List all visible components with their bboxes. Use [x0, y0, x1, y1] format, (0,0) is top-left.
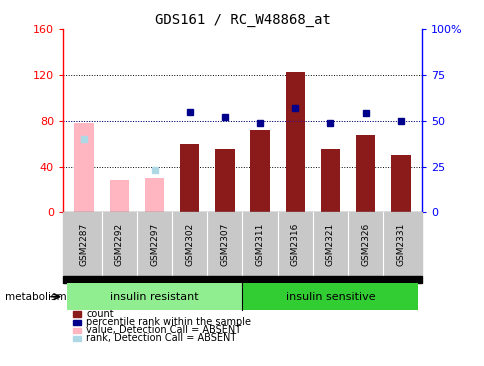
- Bar: [145, 178, 164, 212]
- Bar: [250, 130, 269, 212]
- Bar: [285, 72, 304, 212]
- Text: GSM2326: GSM2326: [361, 223, 369, 266]
- Bar: [320, 149, 339, 212]
- Text: GSM2331: GSM2331: [395, 223, 405, 266]
- Bar: [391, 155, 409, 212]
- Title: GDS161 / RC_W48868_at: GDS161 / RC_W48868_at: [154, 13, 330, 27]
- Text: GSM2292: GSM2292: [115, 223, 123, 266]
- Text: GSM2311: GSM2311: [255, 223, 264, 266]
- Text: count: count: [86, 309, 114, 319]
- Bar: [215, 149, 234, 212]
- Text: GSM2321: GSM2321: [325, 223, 334, 266]
- Text: value, Detection Call = ABSENT: value, Detection Call = ABSENT: [86, 325, 241, 335]
- Text: rank, Detection Call = ABSENT: rank, Detection Call = ABSENT: [86, 333, 236, 343]
- Text: GSM2316: GSM2316: [290, 223, 299, 266]
- Text: insulin sensitive: insulin sensitive: [285, 292, 375, 302]
- Text: percentile rank within the sample: percentile rank within the sample: [86, 317, 251, 327]
- Text: GSM2302: GSM2302: [185, 223, 194, 266]
- Text: insulin resistant: insulin resistant: [110, 292, 198, 302]
- Text: GSM2297: GSM2297: [150, 223, 159, 266]
- Text: metabolism: metabolism: [5, 292, 66, 302]
- Bar: [180, 144, 199, 212]
- Bar: [109, 180, 129, 212]
- Bar: [355, 134, 375, 212]
- Text: GSM2307: GSM2307: [220, 223, 229, 266]
- Bar: [75, 123, 93, 212]
- Text: GSM2287: GSM2287: [79, 223, 89, 266]
